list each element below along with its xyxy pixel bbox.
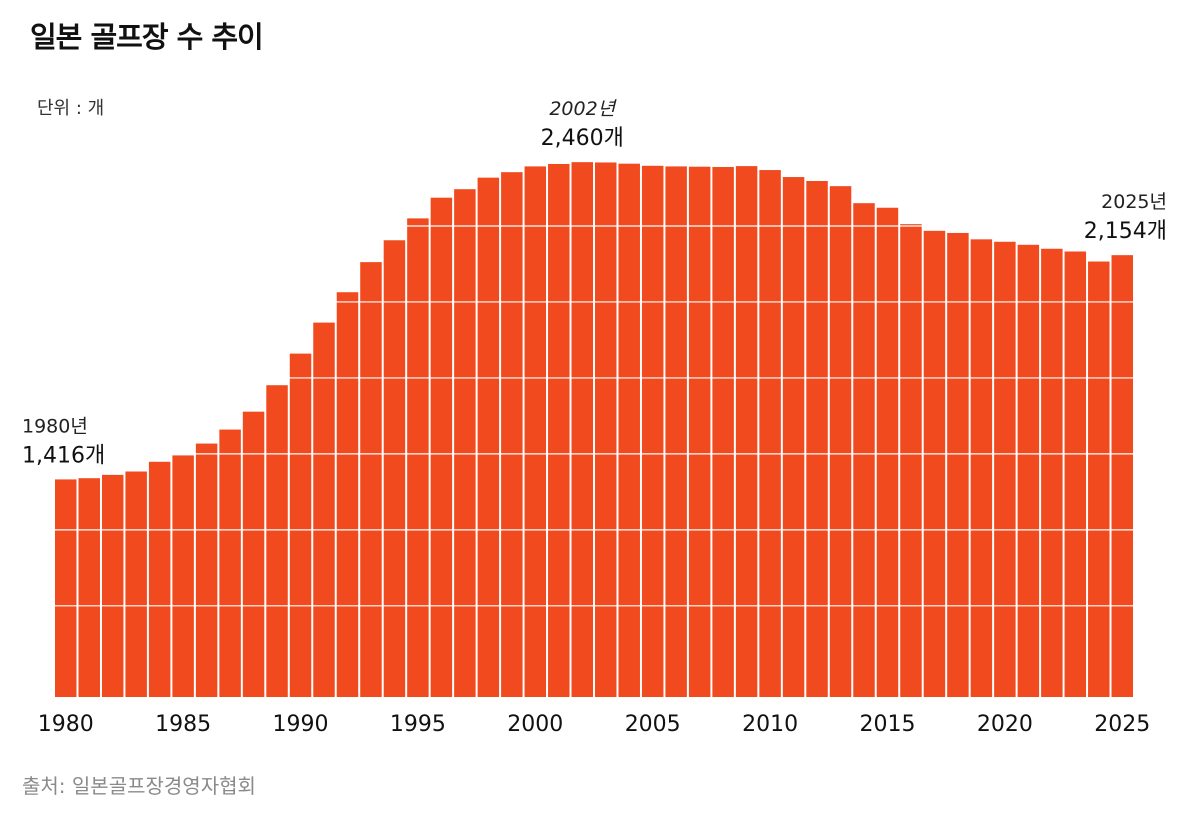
unit-label: 단위 : 개 — [37, 98, 105, 119]
bar — [688, 166, 711, 697]
bar — [994, 241, 1016, 697]
x-tick-label: 2000 — [507, 712, 563, 737]
bar — [313, 322, 335, 697]
bar — [1017, 244, 1040, 697]
bar — [266, 385, 288, 697]
bar — [101, 474, 124, 697]
bar — [1088, 261, 1110, 697]
x-tick-label: 1980 — [38, 712, 94, 737]
bar — [477, 177, 500, 697]
x-tick-label: 2020 — [977, 712, 1033, 737]
x-tick-label: 1985 — [155, 712, 211, 737]
bar — [900, 224, 922, 697]
bar — [430, 197, 453, 697]
bar — [383, 240, 406, 697]
bar — [618, 163, 640, 697]
bar — [571, 162, 593, 697]
bar — [1064, 251, 1087, 697]
bar — [923, 230, 946, 697]
bar — [665, 166, 687, 697]
bar — [759, 170, 781, 697]
source-note: 출처: 일본골프장경영자협회 — [22, 774, 256, 798]
bar — [876, 207, 899, 698]
x-tick-label: 2010 — [742, 712, 798, 737]
x-tick-label: 2025 — [1094, 712, 1150, 737]
bar — [289, 353, 312, 697]
bar — [782, 177, 805, 698]
bar — [595, 162, 617, 697]
bar — [454, 189, 476, 697]
bar — [712, 167, 734, 697]
bar — [55, 479, 77, 697]
bar — [125, 471, 147, 697]
annotation-value: 2,460개 — [541, 126, 624, 151]
bar — [1111, 255, 1133, 697]
annotation-year: 1980년 — [22, 415, 88, 437]
bar — [360, 262, 382, 697]
bar — [78, 478, 100, 697]
x-tick-label: 1995 — [390, 712, 446, 737]
chart-title: 일본 골프장 수 추이 — [30, 20, 264, 54]
bar — [548, 163, 570, 698]
x-tick-label: 2005 — [625, 712, 681, 737]
bar — [195, 443, 218, 697]
annotation-value: 1,416개 — [22, 443, 105, 468]
bar — [242, 411, 265, 697]
bar — [735, 166, 758, 698]
annotation-year: 2025년 — [1101, 191, 1167, 213]
bar — [641, 165, 664, 698]
bar-chart: 1980 1985 1990 1995 2000 2005 2010 2015 2020 2025… — [22, 98, 1167, 737]
x-tick-label: 1990 — [273, 712, 329, 737]
bar — [524, 166, 547, 697]
bar — [1041, 248, 1063, 697]
bar — [806, 181, 828, 697]
annotation-year: 2002년 — [549, 98, 617, 120]
bar — [336, 292, 359, 697]
bar — [219, 429, 241, 697]
bar — [947, 232, 969, 697]
bar — [172, 455, 194, 697]
bar — [970, 239, 993, 697]
annotation-value: 2,154개 — [1084, 219, 1167, 244]
bar — [853, 203, 875, 697]
x-tick-label: 2015 — [859, 712, 915, 737]
bar — [407, 218, 429, 698]
bar — [829, 186, 852, 697]
bar — [148, 461, 171, 697]
bar — [501, 172, 523, 697]
